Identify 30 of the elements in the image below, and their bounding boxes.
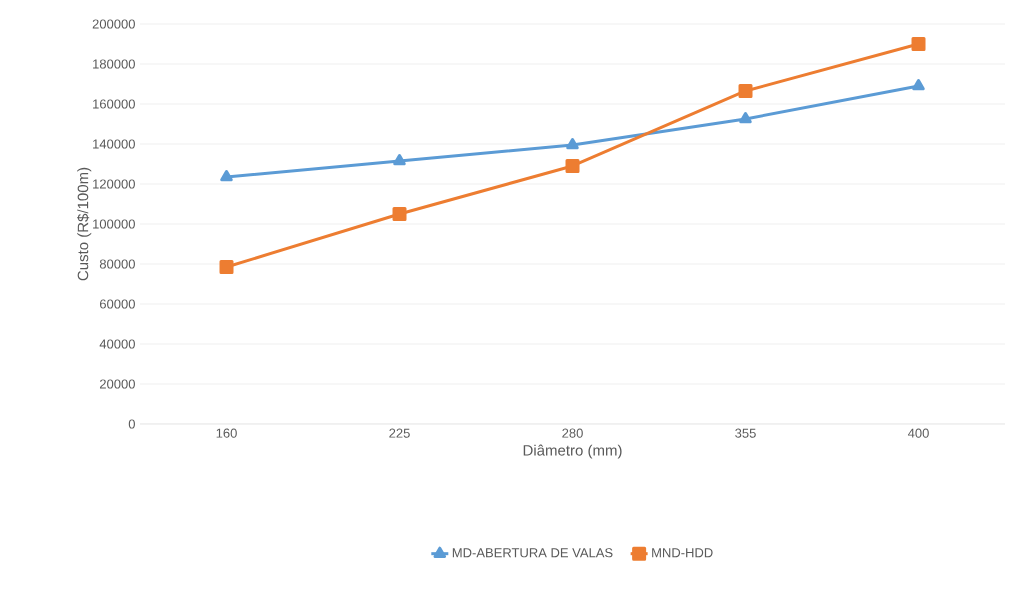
point (911, 36, 926, 51)
x-tick-label: 160 (216, 428, 237, 438)
legend-label: MND-HDD (652, 548, 713, 558)
x-tick-label: 355 (735, 428, 756, 438)
point (566, 137, 579, 150)
y-tick-label: 160000 (93, 99, 135, 109)
y-tick-label: 200000 (92, 19, 135, 29)
point (565, 158, 580, 173)
y-tick-label: 40000 (99, 339, 135, 349)
y-tick-label: 80000 (99, 259, 135, 269)
y-tick-label: 140000 (93, 139, 135, 149)
point (738, 83, 753, 98)
point (220, 169, 233, 182)
y-tick-label: 180000 (93, 59, 135, 69)
y-tick-label: 60000 (99, 299, 135, 309)
y-axis-title: Custo (R$/100m) (77, 167, 92, 281)
y-tick-label: 100000 (93, 219, 135, 229)
point (392, 206, 407, 221)
y-tick-label: 20000 (99, 379, 135, 389)
y-tick-label: 120000 (93, 179, 135, 189)
x-tick-label: 280 (562, 428, 583, 438)
legend-label: MD-ABERTURA DE VALAS (452, 548, 613, 558)
x-tick-label: 225 (389, 428, 410, 438)
point (219, 259, 234, 274)
point (739, 111, 752, 124)
x-axis-title: Diâmetro (mm) (523, 444, 622, 459)
y-tick-label: 0 (128, 419, 135, 429)
x-tick-label: 400 (907, 428, 929, 438)
point (912, 78, 925, 91)
point (393, 153, 406, 166)
